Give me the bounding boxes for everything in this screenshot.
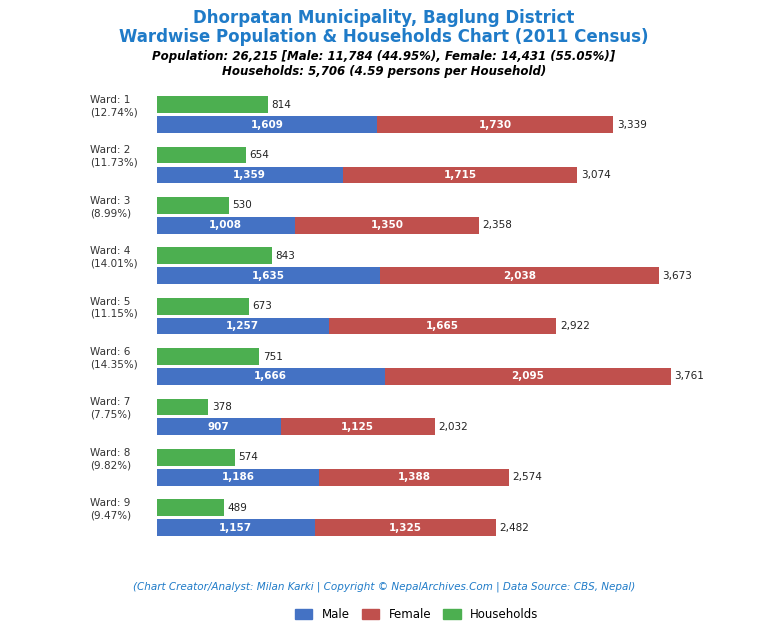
Text: 2,038: 2,038 bbox=[503, 271, 536, 281]
Text: Ward: 2
(11.73%): Ward: 2 (11.73%) bbox=[90, 145, 137, 168]
Bar bbox=[157, 116, 377, 133]
Bar bbox=[157, 166, 343, 183]
Text: Ward: 9
(9.47%): Ward: 9 (9.47%) bbox=[90, 498, 131, 520]
Text: 1,186: 1,186 bbox=[221, 472, 254, 482]
Bar bbox=[157, 97, 268, 113]
Bar bbox=[343, 166, 578, 183]
Text: 3,074: 3,074 bbox=[581, 170, 611, 180]
Bar bbox=[157, 469, 319, 486]
Bar bbox=[157, 197, 229, 214]
Text: 530: 530 bbox=[233, 201, 253, 211]
Text: 907: 907 bbox=[208, 422, 230, 432]
Bar bbox=[157, 217, 295, 234]
Text: 3,761: 3,761 bbox=[674, 371, 704, 381]
Text: 2,358: 2,358 bbox=[483, 221, 512, 231]
Bar bbox=[157, 247, 272, 264]
Bar bbox=[157, 348, 260, 365]
Text: 1,008: 1,008 bbox=[209, 221, 242, 231]
Text: Households: 5,706 (4.59 persons per Household): Households: 5,706 (4.59 persons per Hous… bbox=[222, 65, 546, 78]
Text: 574: 574 bbox=[239, 452, 259, 462]
Text: 2,032: 2,032 bbox=[438, 422, 468, 432]
Text: 2,922: 2,922 bbox=[560, 321, 590, 331]
Text: 673: 673 bbox=[252, 302, 272, 312]
Bar bbox=[329, 318, 557, 335]
Text: 1,125: 1,125 bbox=[341, 422, 374, 432]
Text: Wardwise Population & Households Chart (2011 Census): Wardwise Population & Households Chart (… bbox=[119, 28, 649, 46]
Text: Ward: 7
(7.75%): Ward: 7 (7.75%) bbox=[90, 397, 131, 420]
Text: Population: 26,215 [Male: 11,784 (44.95%), Female: 14,431 (55.05%)]: Population: 26,215 [Male: 11,784 (44.95%… bbox=[152, 50, 616, 63]
Bar bbox=[157, 298, 249, 315]
Text: 843: 843 bbox=[276, 251, 296, 261]
Bar bbox=[157, 146, 247, 163]
Text: 751: 751 bbox=[263, 351, 283, 361]
Bar bbox=[385, 368, 671, 385]
Legend: Male, Female, Households: Male, Female, Households bbox=[290, 604, 544, 623]
Text: Ward: 5
(11.15%): Ward: 5 (11.15%) bbox=[90, 297, 137, 319]
Bar bbox=[157, 399, 208, 416]
Text: 1,715: 1,715 bbox=[443, 170, 476, 180]
Text: Ward: 8
(9.82%): Ward: 8 (9.82%) bbox=[90, 448, 131, 470]
Text: 1,665: 1,665 bbox=[426, 321, 459, 331]
Text: 1,730: 1,730 bbox=[478, 120, 511, 130]
Bar bbox=[157, 500, 223, 516]
Text: 1,157: 1,157 bbox=[220, 523, 253, 533]
Text: 1,350: 1,350 bbox=[370, 221, 403, 231]
Text: Ward: 1
(12.74%): Ward: 1 (12.74%) bbox=[90, 95, 137, 118]
Bar bbox=[319, 469, 509, 486]
Text: 1,359: 1,359 bbox=[233, 170, 266, 180]
Bar bbox=[377, 116, 614, 133]
Bar bbox=[295, 217, 479, 234]
Text: Ward: 6
(14.35%): Ward: 6 (14.35%) bbox=[90, 347, 137, 369]
Text: 1,388: 1,388 bbox=[397, 472, 430, 482]
Bar bbox=[157, 368, 385, 385]
Text: 3,339: 3,339 bbox=[617, 120, 647, 130]
Bar bbox=[157, 267, 380, 284]
Bar bbox=[315, 519, 496, 536]
Bar bbox=[157, 318, 329, 335]
Text: 1,609: 1,609 bbox=[250, 120, 283, 130]
Text: 1,635: 1,635 bbox=[252, 271, 285, 281]
Text: 1,666: 1,666 bbox=[254, 371, 287, 381]
Text: 2,574: 2,574 bbox=[512, 472, 542, 482]
Text: 378: 378 bbox=[212, 402, 232, 412]
Bar bbox=[281, 419, 435, 435]
Text: 1,257: 1,257 bbox=[226, 321, 260, 331]
Bar bbox=[157, 519, 315, 536]
Text: 3,673: 3,673 bbox=[663, 271, 693, 281]
Text: 654: 654 bbox=[250, 150, 270, 160]
Bar bbox=[380, 267, 659, 284]
Text: (Chart Creator/Analyst: Milan Karki | Copyright © NepalArchives.Com | Data Sourc: (Chart Creator/Analyst: Milan Karki | Co… bbox=[133, 582, 635, 592]
Bar bbox=[157, 449, 235, 466]
Text: Dhorpatan Municipality, Baglung District: Dhorpatan Municipality, Baglung District bbox=[194, 9, 574, 27]
Text: 814: 814 bbox=[272, 100, 291, 110]
Text: Ward: 3
(8.99%): Ward: 3 (8.99%) bbox=[90, 196, 131, 218]
Bar bbox=[157, 419, 281, 435]
Text: 489: 489 bbox=[227, 503, 247, 513]
Text: 1,325: 1,325 bbox=[389, 523, 422, 533]
Text: Ward: 4
(14.01%): Ward: 4 (14.01%) bbox=[90, 246, 137, 269]
Text: 2,095: 2,095 bbox=[511, 371, 545, 381]
Text: 2,482: 2,482 bbox=[500, 523, 530, 533]
